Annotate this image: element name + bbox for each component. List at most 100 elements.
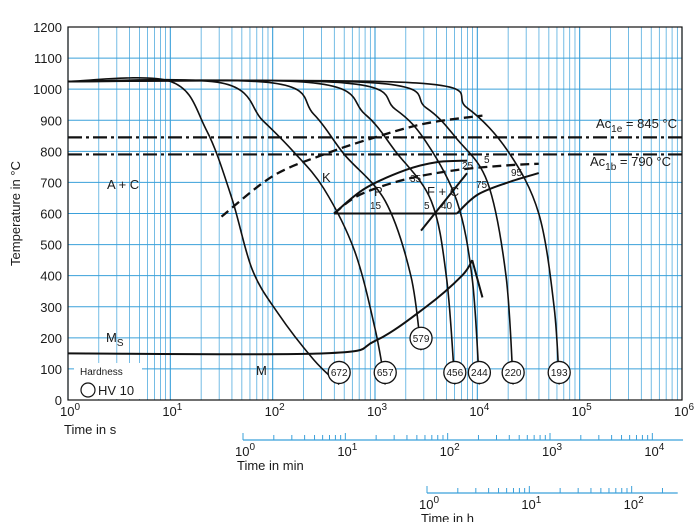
hardness-marker-circle: [443, 360, 467, 385]
percent-label: 75: [476, 180, 488, 191]
cooling-curves: [67, 77, 560, 386]
hardness-value-label: 672: [331, 368, 348, 379]
percent-label: 5: [424, 201, 430, 212]
transformation-boundaries: [67, 114, 540, 356]
time-tick-label: 100: [419, 495, 439, 512]
y-tick-label: 700: [40, 175, 62, 190]
phase-label-martensite: M: [256, 363, 267, 378]
time-tick-label: 104: [469, 402, 489, 419]
tick-base: 10: [440, 444, 454, 459]
percent-label: 25: [462, 161, 474, 172]
y-axis-title: Temperature in °C: [8, 161, 23, 266]
time-tick-label: 100: [60, 402, 80, 419]
tick-exponent: 4: [659, 442, 665, 453]
tick-base: 10: [162, 404, 176, 419]
hardness-value-label: 579: [413, 334, 430, 345]
hardness-value-label: 456: [446, 368, 463, 379]
time-tick-label: 103: [367, 402, 387, 419]
ms-label: MS: [106, 330, 124, 349]
tick-base: 10: [624, 497, 638, 512]
tick-base: 10: [337, 444, 351, 459]
boundary-ferrite-finish: [456, 172, 540, 215]
tick-base: 10: [367, 404, 381, 419]
boundary-ms-line: [67, 259, 474, 356]
legend-circle-icon: [80, 382, 96, 398]
hardness-marker-circle: [547, 360, 571, 385]
ac1b-label-sub: 1b: [605, 162, 617, 173]
tick-exponent: 0: [74, 402, 80, 413]
tick-base: 10: [644, 444, 658, 459]
boundary-pearlite-start: [333, 162, 539, 215]
ac1e-label: Ac1e = 845 °C: [596, 116, 677, 135]
hardness-value-label: 220: [505, 368, 522, 379]
time-tick-label: 104: [644, 442, 664, 459]
percent-label: 15: [370, 201, 382, 212]
boundary-carbide-start: [220, 114, 483, 218]
tick-exponent: 0: [433, 495, 439, 506]
tick-exponent: 1: [177, 402, 183, 413]
phase-label-ferrite-carbide: F + C: [427, 184, 459, 199]
ac1b-label-main: Ac: [590, 154, 606, 169]
cooling-curve: [67, 78, 387, 385]
percent-label: 5: [484, 155, 490, 166]
time-axis-title: Time in h: [421, 511, 474, 522]
hardness-marker-circle: [409, 326, 433, 350]
y-tick-label: 100: [40, 362, 62, 377]
percent-label: 95: [511, 168, 523, 179]
time-tick-label: 106: [674, 402, 694, 419]
tick-base: 10: [60, 404, 74, 419]
y-tick-label: 800: [40, 144, 62, 159]
tick-base: 10: [521, 497, 535, 512]
cooling-curve: [67, 79, 560, 385]
tick-exponent: 5: [586, 402, 592, 413]
tick-base: 10: [572, 404, 586, 419]
y-tick-label: 600: [40, 207, 62, 222]
tick-exponent: 2: [454, 442, 460, 453]
hardness-legend: Hardness HV 10: [74, 363, 142, 399]
y-tick-labels: 0 100 200 300 400 500 600 700 800 900 1000 1100 1200: [33, 20, 62, 408]
tick-exponent: 2: [638, 495, 644, 506]
plot-frame: [67, 26, 683, 401]
hardness-marker-circle: [467, 360, 492, 385]
y-tick-label: 1100: [34, 51, 62, 66]
tick-exponent: 0: [249, 442, 255, 453]
cooling-curve: [67, 79, 456, 385]
y-tick-label: 300: [40, 300, 62, 315]
hardness-marker-circle: [327, 360, 351, 385]
hardness-value-label: 193: [551, 368, 568, 379]
ac1e-label-main: Ac: [596, 116, 612, 131]
tick-exponent: 3: [381, 402, 387, 413]
hardness-marker-circle: [501, 360, 525, 385]
boundary-pearlite-region-upper: [333, 159, 468, 215]
hardness-value-label: 657: [377, 368, 394, 379]
tick-base: 10: [674, 404, 688, 419]
time-tick-label: 101: [521, 495, 541, 512]
tick-exponent: 2: [279, 402, 285, 413]
y-tick-label: 1000: [33, 82, 62, 97]
tick-base: 10: [419, 497, 433, 512]
y-tick-label: 500: [40, 238, 62, 253]
tick-exponent: 4: [484, 402, 490, 413]
tick-base: 10: [265, 404, 279, 419]
legend-title: Hardness: [80, 367, 123, 378]
percent-label: 35: [410, 174, 422, 185]
phase-label-bainite: K: [322, 170, 331, 185]
legend-item-label: HV 10: [98, 383, 134, 398]
percent-label: 40: [441, 201, 453, 212]
boundary-pearlite-finish: [420, 172, 468, 232]
hardness-value-label: 244: [471, 368, 488, 379]
time-tick-label: 102: [265, 402, 285, 419]
tick-exponent: 1: [536, 495, 542, 506]
tick-base: 10: [542, 444, 556, 459]
phase-label-austenite-carbide: A + C: [107, 177, 139, 192]
hardness-marker-circle: [373, 360, 397, 385]
time-tick-label: 102: [624, 495, 644, 512]
y-tick-label: 900: [40, 113, 62, 128]
ms-label-sub: S: [117, 338, 124, 349]
tick-base: 10: [235, 444, 249, 459]
time-axis-title: Time in s: [64, 422, 117, 437]
